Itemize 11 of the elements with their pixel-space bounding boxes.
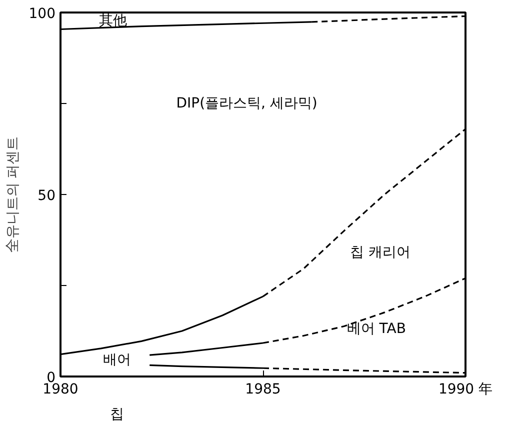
annotation: 其他	[99, 13, 128, 30]
annotation: 베어 TAB	[346, 321, 406, 338]
text: 칩	[110, 406, 124, 422]
y-tick-label: 50	[38, 188, 56, 204]
annotation: DIP(플라스틱, 세라믹)	[176, 96, 318, 112]
x-tick-label: 1990 年	[438, 382, 493, 398]
x-tick-label: 1985	[245, 382, 281, 398]
annotation: 칩 캐리어	[350, 244, 411, 261]
annotation: 배어	[103, 352, 132, 368]
y-axis-title: 全유니트의 퍼센트	[4, 136, 21, 253]
y-tick-label: 100	[28, 6, 56, 22]
